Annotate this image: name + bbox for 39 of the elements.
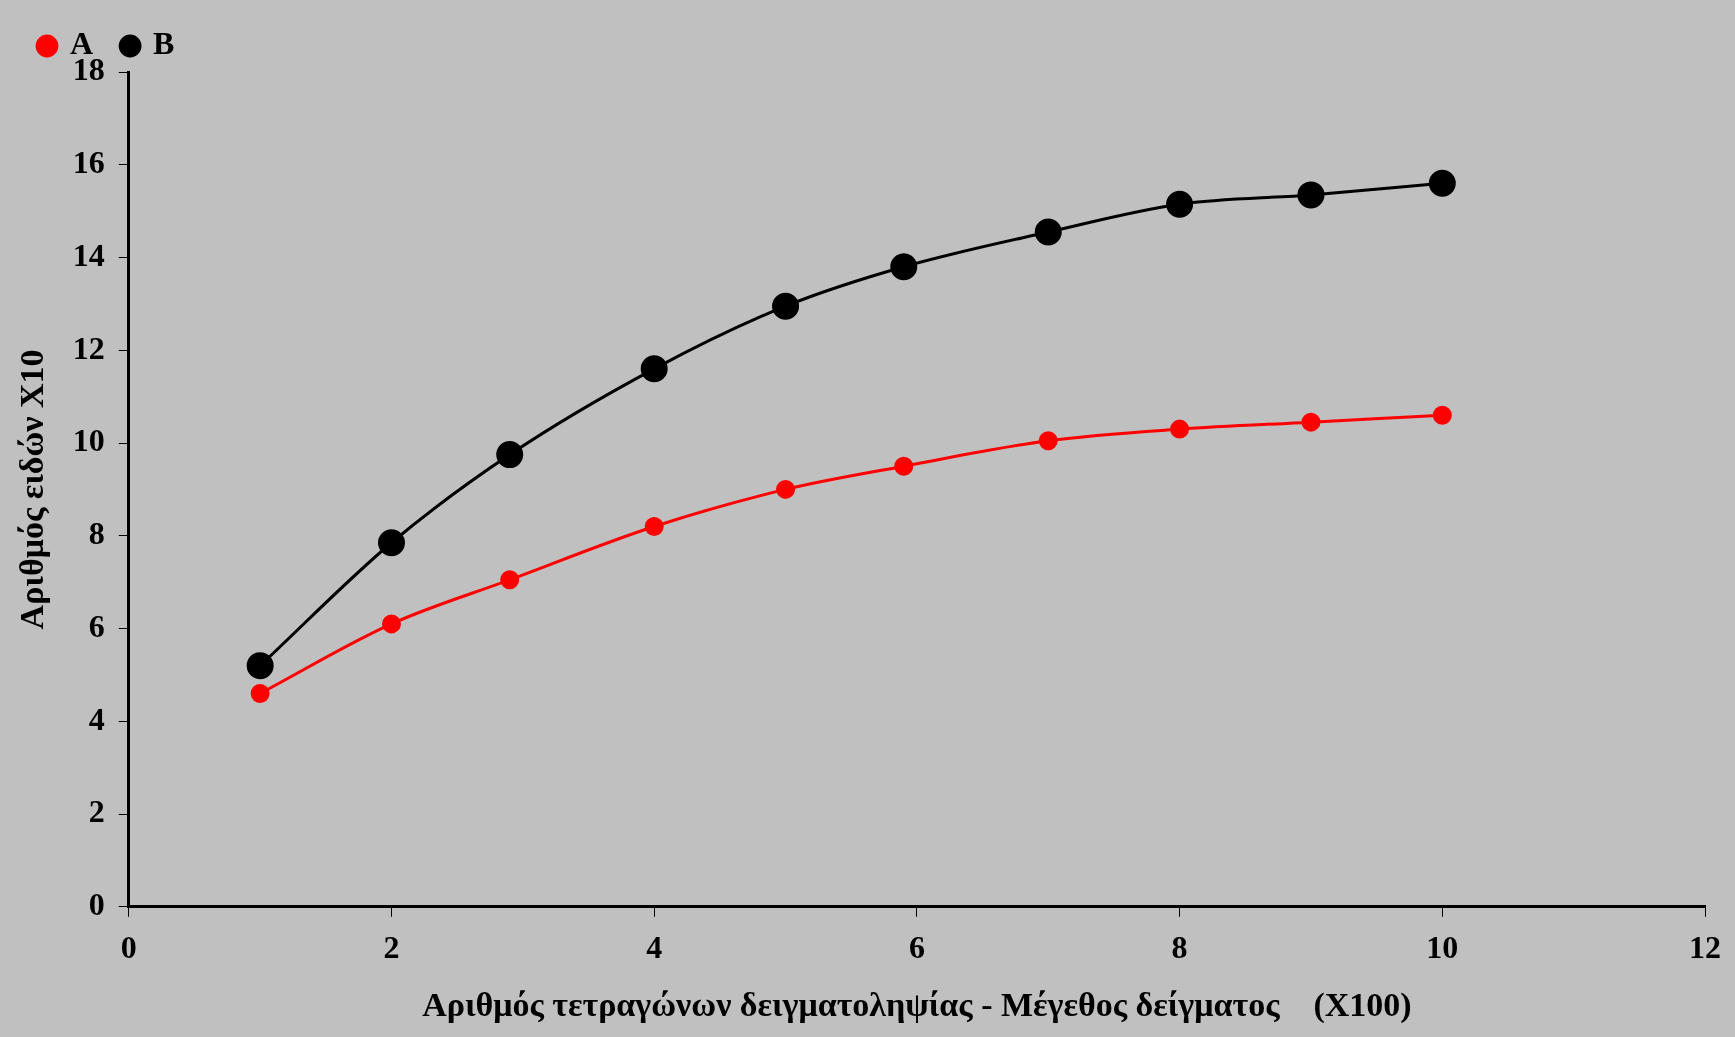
point bbox=[1297, 181, 1325, 209]
point bbox=[890, 253, 918, 281]
point bbox=[1428, 169, 1456, 197]
y-axis-title: Αριθμός ειδών X10 bbox=[13, 349, 51, 630]
point bbox=[1034, 218, 1062, 246]
y-tick-label: 16 bbox=[72, 144, 105, 181]
y-tick-label: 0 bbox=[88, 886, 105, 923]
y-tick-label: 14 bbox=[72, 236, 105, 273]
point bbox=[894, 456, 914, 476]
point bbox=[776, 479, 796, 499]
x-tick-label: 12 bbox=[1689, 929, 1721, 966]
point bbox=[644, 517, 664, 536]
y-tick-label: 4 bbox=[88, 700, 105, 737]
x-tick-label: 10 bbox=[1426, 929, 1459, 966]
point bbox=[378, 529, 405, 557]
point bbox=[1301, 412, 1321, 432]
point bbox=[250, 683, 270, 703]
point bbox=[640, 355, 668, 383]
x-tick-label: 4 bbox=[646, 929, 663, 966]
point bbox=[1432, 405, 1452, 425]
point bbox=[500, 570, 520, 590]
point bbox=[1166, 190, 1194, 218]
x-tick-label: 2 bbox=[383, 929, 400, 966]
point bbox=[1038, 431, 1058, 451]
x-tick-label: 8 bbox=[1171, 929, 1188, 966]
y-tick-label: 6 bbox=[88, 607, 105, 644]
point bbox=[772, 292, 800, 320]
x-tick-label: 0 bbox=[120, 929, 137, 966]
y-tick-label: 12 bbox=[72, 329, 105, 366]
y-tick-label: 2 bbox=[88, 793, 105, 830]
x-axis-title: Αριθμός τετραγώνων δειγματοληψίας - Μέγεθος δείγματος (X100) bbox=[422, 986, 1412, 1025]
point bbox=[496, 441, 524, 469]
y-tick-label: 8 bbox=[88, 515, 105, 552]
point bbox=[382, 614, 401, 634]
point bbox=[246, 652, 274, 680]
y-tick-label: 10 bbox=[72, 422, 105, 459]
legend-label: B bbox=[153, 25, 175, 62]
x-tick-label: 6 bbox=[908, 929, 925, 966]
point bbox=[1170, 419, 1190, 439]
